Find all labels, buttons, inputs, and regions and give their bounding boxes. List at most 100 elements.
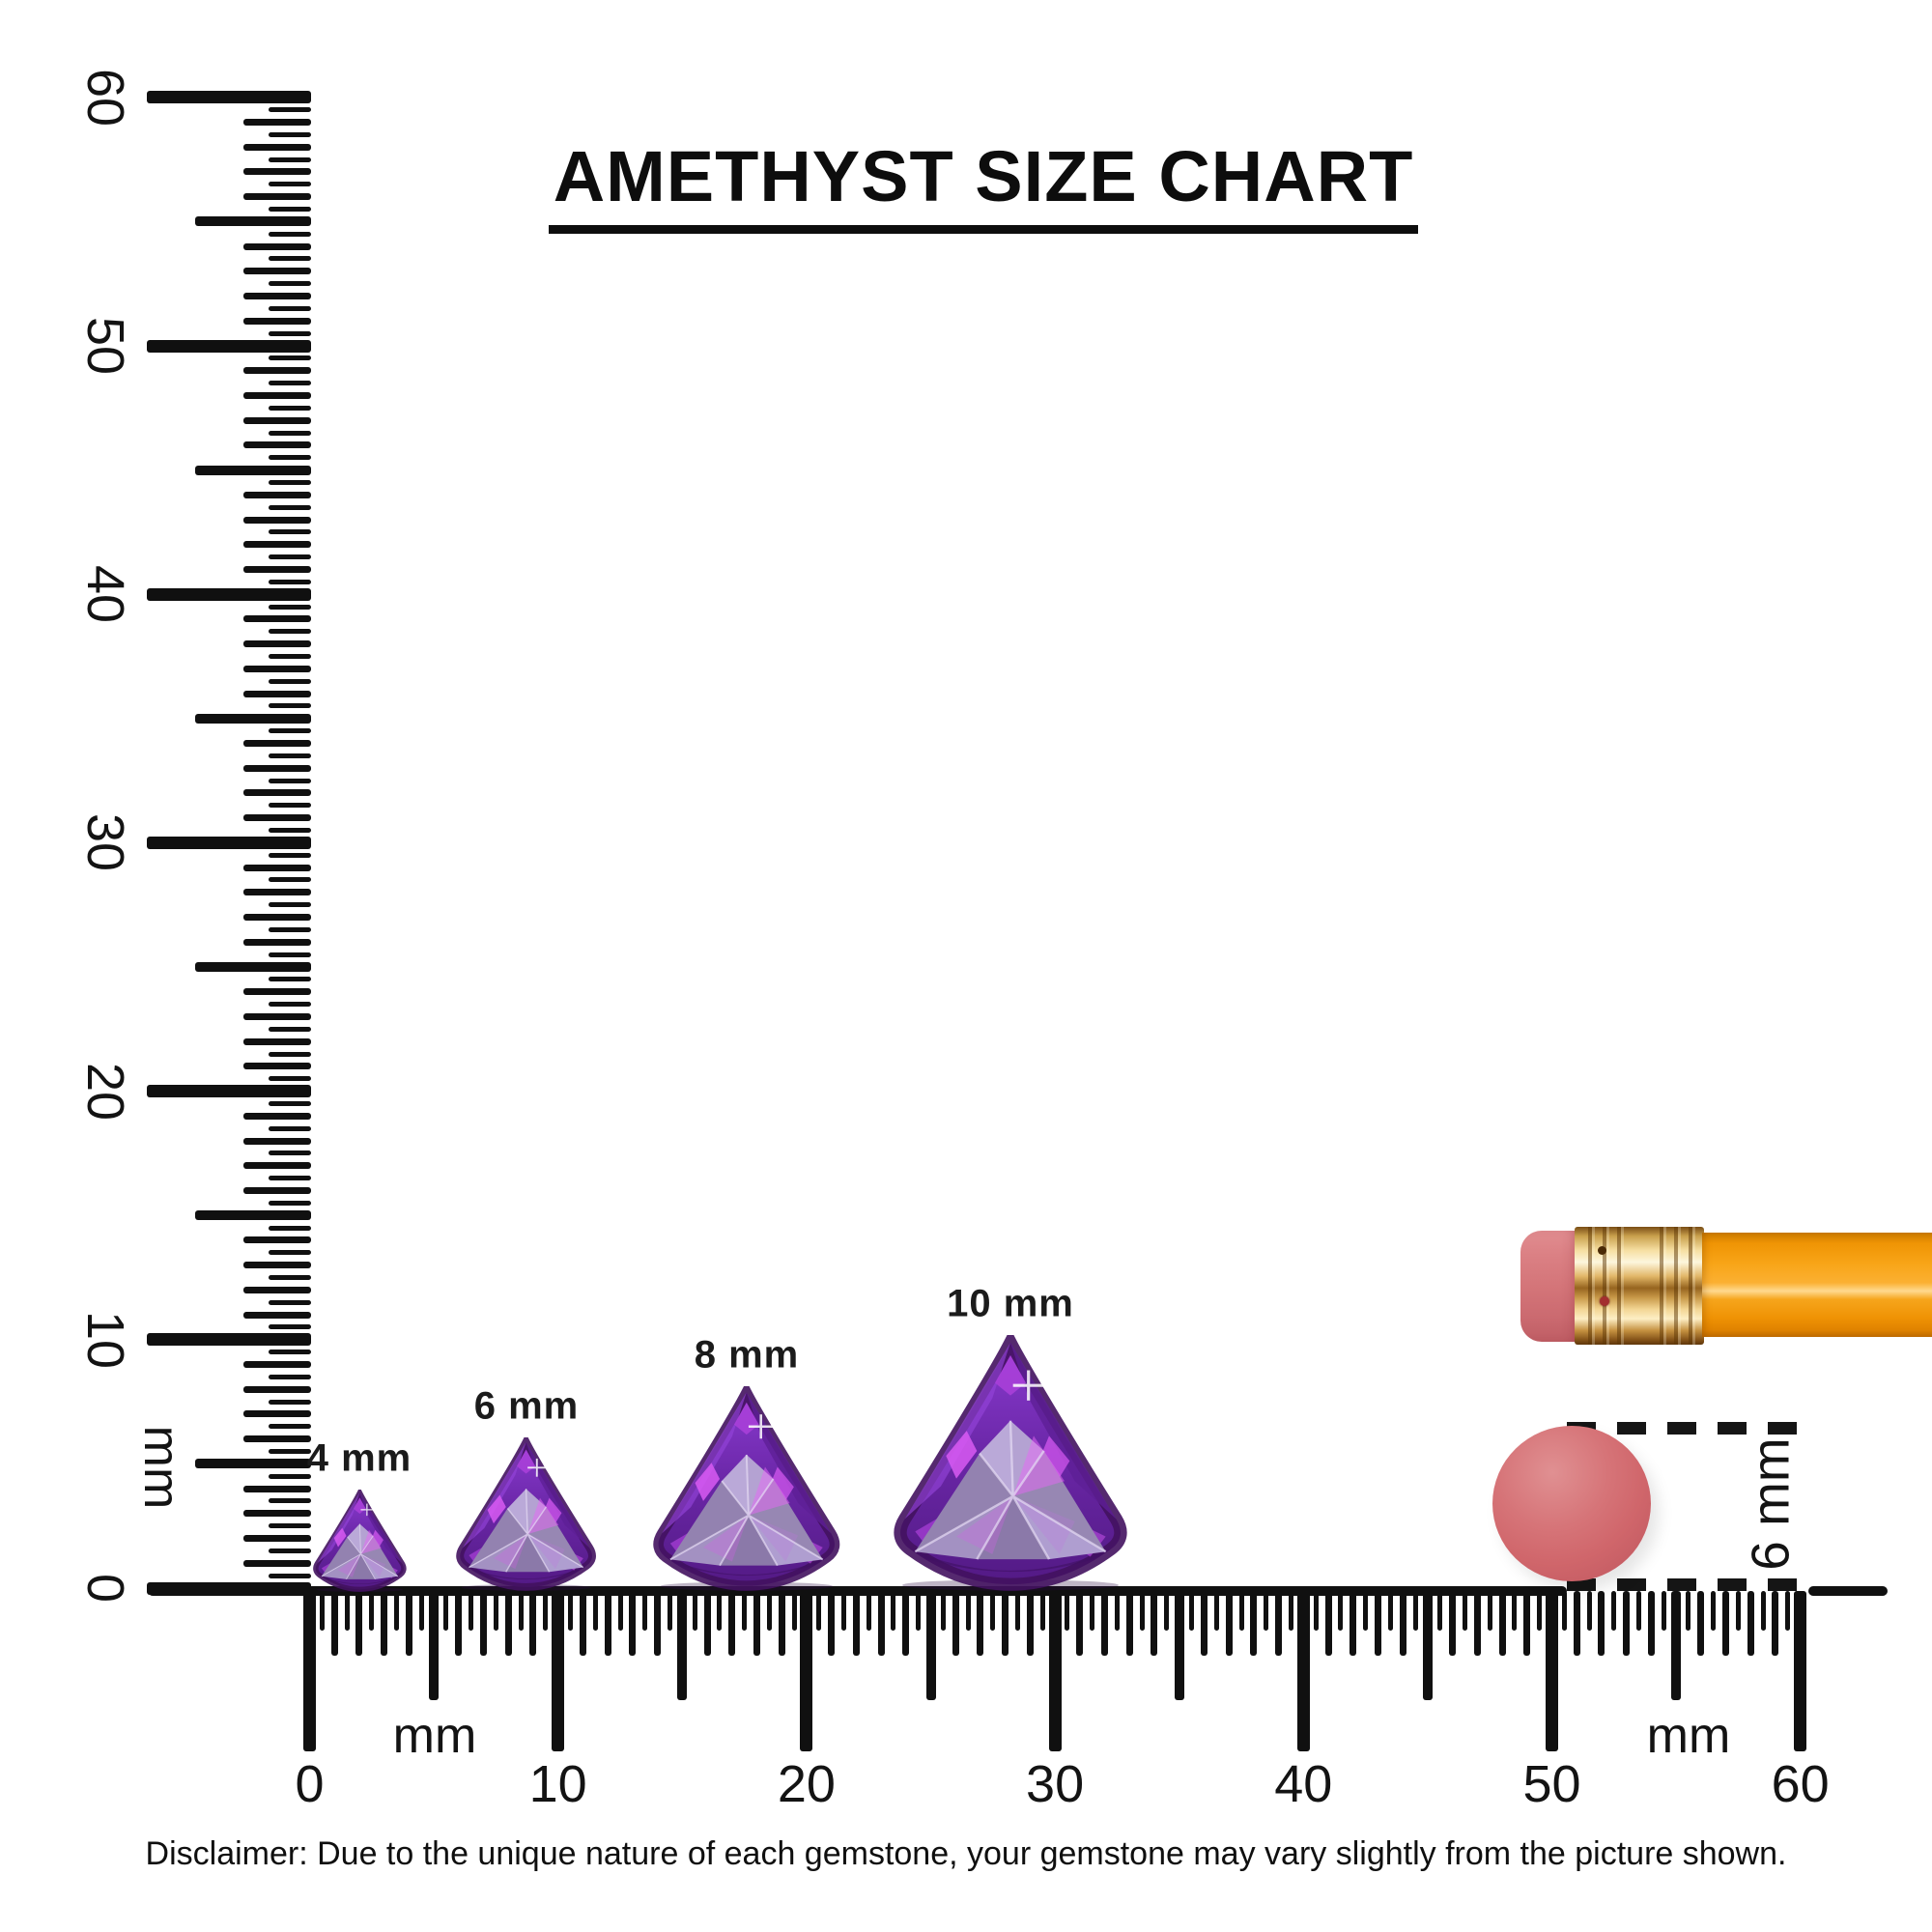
h-ruler-tick	[1350, 1591, 1357, 1656]
h-ruler-tick	[1324, 1591, 1332, 1656]
v-ruler-tick	[269, 231, 311, 237]
v-ruler-tick	[243, 938, 311, 946]
v-ruler-tick	[243, 541, 311, 549]
v-ruler-tick	[147, 91, 311, 104]
v-ruler-tick	[269, 1350, 311, 1355]
h-ruler-tick	[1374, 1591, 1381, 1656]
v-ruler-tick	[269, 554, 311, 560]
v-ruler-tick	[269, 430, 311, 436]
h-ruler-tick	[629, 1591, 637, 1656]
v-ruler-tick	[269, 1523, 311, 1529]
v-ruler-tick	[243, 367, 311, 375]
h-ruler-tick	[1722, 1591, 1730, 1656]
v-ruler-tick	[147, 587, 311, 601]
v-ruler-tick	[269, 1424, 311, 1430]
v-ruler-tick	[269, 629, 311, 635]
h-ruler-tick	[1250, 1591, 1258, 1656]
pencil	[1519, 1225, 1932, 1347]
v-ruler-tick	[243, 1286, 311, 1293]
v-ruler-label: 0	[76, 1573, 134, 1604]
v-ruler-tick	[243, 1361, 311, 1369]
v-ruler-tick	[147, 1333, 311, 1347]
h-ruler-tick	[355, 1591, 363, 1656]
v-ruler-tick	[269, 753, 311, 758]
h-ruler-label: 40	[1274, 1755, 1333, 1813]
h-ruler-tick	[1275, 1591, 1283, 1656]
h-ruler-tick	[1697, 1591, 1705, 1656]
h-ruler-tick	[1399, 1591, 1406, 1656]
h-ruler-tick	[667, 1591, 672, 1631]
h-ruler-tick	[828, 1591, 836, 1656]
h-ruler-tick	[753, 1591, 760, 1656]
h-ruler-tick	[1288, 1591, 1293, 1631]
v-ruler-label: 60	[76, 68, 134, 127]
v-ruler-tick	[269, 1176, 311, 1181]
v-ruler-tick	[195, 465, 311, 475]
h-ruler-tick	[1387, 1591, 1393, 1631]
h-ruler-tick	[480, 1591, 488, 1656]
h-ruler-tick	[319, 1591, 325, 1631]
h-ruler-label: 20	[777, 1755, 836, 1813]
h-ruler-tick	[800, 1591, 813, 1751]
eraser-measure-label: 6 mm	[1740, 1437, 1801, 1571]
h-ruler-tick	[552, 1591, 565, 1751]
v-ruler-tick	[269, 1399, 311, 1405]
h-ruler-label: 0	[295, 1755, 325, 1813]
v-ruler-tick	[243, 1236, 311, 1244]
h-ruler-label: 60	[1771, 1755, 1830, 1813]
h-ruler-tick	[1264, 1591, 1269, 1631]
h-ruler-tick	[1462, 1591, 1467, 1631]
v-ruler-tick	[243, 416, 311, 424]
ferrule-crimp-right	[1660, 1227, 1700, 1345]
v-ruler-tick	[195, 216, 311, 227]
h-ruler-tick	[916, 1591, 922, 1631]
v-ruler-tick	[195, 1210, 311, 1221]
v-ruler-tick	[269, 381, 311, 386]
h-ruler-tick	[504, 1591, 512, 1656]
h-ruler-tick	[852, 1591, 860, 1656]
trillion-gem-svg	[456, 1434, 597, 1592]
h-ruler-tick	[1785, 1591, 1791, 1631]
h-ruler-tick	[703, 1591, 711, 1656]
h-ruler-tick	[866, 1591, 871, 1631]
v-ruler-tick	[269, 703, 311, 709]
h-ruler-tick	[1760, 1591, 1766, 1631]
v-ruler-tick	[269, 1275, 311, 1280]
h-ruler-tick	[1026, 1591, 1034, 1656]
v-ruler-tick	[269, 977, 311, 982]
v-ruler-tick	[243, 889, 311, 896]
v-ruler-tick	[269, 256, 311, 262]
v-ruler-tick	[243, 268, 311, 275]
h-ruler-tick	[677, 1591, 688, 1700]
h-ruler-tick	[1002, 1591, 1009, 1656]
vertical-ruler-unit-label: mm	[133, 1425, 189, 1510]
v-ruler-tick	[269, 952, 311, 957]
h-ruler-tick	[1647, 1591, 1655, 1656]
h-ruler-tick	[1449, 1591, 1457, 1656]
h-ruler-tick	[990, 1591, 996, 1631]
v-ruler-tick	[243, 789, 311, 797]
h-ruler-tick	[1039, 1591, 1045, 1631]
v-ruler-tick	[243, 1485, 311, 1492]
h-ruler-tick	[617, 1591, 623, 1631]
v-ruler-tick	[243, 1012, 311, 1020]
horizontal-ruler-unit-label-left: mm	[392, 1708, 477, 1764]
v-ruler-tick	[269, 778, 311, 783]
v-ruler-tick	[195, 962, 311, 972]
ferrule-crimp-left	[1588, 1227, 1629, 1345]
v-ruler-tick	[269, 1324, 311, 1330]
gem-8mm	[641, 1380, 852, 1592]
h-ruler-tick	[977, 1591, 984, 1656]
h-ruler-tick	[1573, 1591, 1580, 1656]
measure-dash-top	[1567, 1422, 1808, 1435]
h-ruler-tick	[443, 1591, 449, 1631]
h-ruler-tick	[1174, 1591, 1184, 1700]
h-ruler-tick	[1487, 1591, 1492, 1631]
v-ruler-tick	[269, 604, 311, 610]
h-ruler-tick	[891, 1591, 896, 1631]
h-ruler-tick	[1313, 1591, 1319, 1631]
v-ruler-tick	[195, 1459, 311, 1469]
v-ruler-tick	[269, 182, 311, 187]
v-ruler-tick	[269, 579, 311, 584]
v-ruler-tick	[243, 814, 311, 822]
